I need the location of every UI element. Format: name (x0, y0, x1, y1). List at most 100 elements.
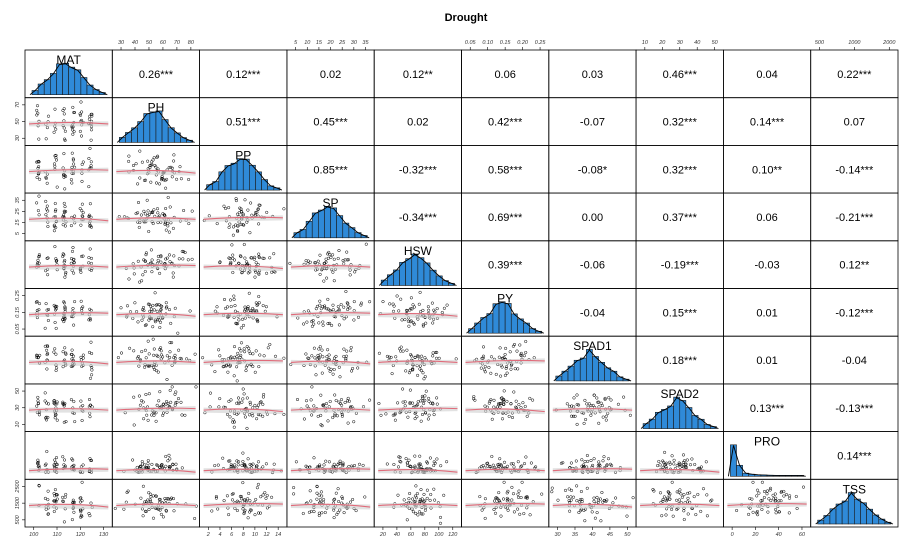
scatter-point (396, 493, 400, 497)
scatter-point (241, 481, 245, 485)
scatter-point (409, 307, 413, 311)
scatter-point (44, 269, 48, 273)
scatter-point (166, 497, 171, 501)
variable-name: SPAD2 (661, 387, 700, 401)
scatter-point (434, 350, 438, 355)
scatter-point (699, 509, 703, 513)
scatter-point (229, 260, 233, 264)
scatter-point (596, 400, 600, 404)
scatter-point (44, 416, 48, 420)
scatter-point (326, 348, 330, 352)
scatter-point (61, 499, 65, 503)
scatter-point (72, 510, 76, 514)
axis-tick-label: 5 (294, 40, 298, 46)
scatter-point (180, 249, 184, 253)
scatter-point (487, 401, 491, 405)
scatter-point (398, 455, 402, 459)
scatter-point (417, 302, 421, 306)
scatter-point (391, 309, 396, 313)
scatter-point (265, 271, 269, 275)
scatter-point (472, 395, 476, 399)
scatter-point (519, 354, 523, 358)
scatter-point (661, 497, 665, 502)
scatter-point (701, 487, 706, 491)
scatter-point (89, 138, 93, 142)
scatter-point (231, 256, 235, 260)
scatter-point (512, 390, 516, 394)
density-curve (640, 397, 719, 430)
scatter-point (699, 465, 703, 469)
scatter-point (345, 258, 349, 262)
variable-name: PH (148, 101, 165, 115)
scatter-point (505, 365, 509, 369)
histogram-bar (586, 349, 593, 382)
scatter-point (704, 460, 708, 464)
scatter-point (661, 460, 666, 464)
scatter-point (64, 351, 68, 355)
scatter-point (399, 349, 403, 353)
scatter-point (569, 495, 573, 499)
scatter-point (145, 413, 149, 417)
scatter-point (393, 413, 397, 417)
scatter-point (481, 354, 486, 358)
scatter-point (61, 223, 65, 227)
scatter-point (87, 261, 91, 265)
variable-name: PP (235, 148, 251, 162)
scatter-point (497, 402, 501, 407)
axis-tick-label: 100 (29, 532, 39, 538)
scatter-point (418, 364, 422, 368)
scatter-point (313, 356, 317, 360)
scatter-point (138, 464, 143, 468)
scatter-point (222, 499, 226, 503)
axis-tick-label: 0 (731, 532, 735, 538)
correlation-label: -0.08* (578, 164, 608, 176)
scatter-point (661, 465, 665, 469)
scatter-point (494, 372, 498, 376)
scatter-point (511, 462, 515, 466)
scatter-point (317, 493, 321, 497)
scatter-point (524, 350, 528, 355)
scatter-point (410, 307, 414, 311)
scatter-point (272, 462, 276, 466)
scatter-point (152, 353, 156, 357)
scatter-point (87, 350, 92, 354)
scatter-point (164, 206, 168, 211)
scatter-point (490, 417, 494, 421)
scatter-point (361, 405, 366, 409)
scatter-point (63, 307, 67, 311)
scatter-point (231, 225, 236, 229)
scatter-point (154, 494, 158, 498)
scatter-point (242, 512, 246, 516)
scatter-point (605, 464, 609, 468)
scatter-point (432, 487, 436, 491)
scatter-point (404, 457, 408, 461)
scatter-point (52, 401, 56, 405)
scatter-point (79, 134, 84, 138)
scatter-point (502, 480, 506, 484)
scatter-point (602, 499, 606, 503)
scatter-point (73, 165, 77, 169)
scatter-point (251, 352, 255, 356)
histogram-bar (474, 322, 482, 334)
scatter-point (37, 255, 41, 259)
scatter-point (314, 373, 318, 377)
scatter-point (481, 345, 486, 349)
scatter-point (282, 207, 286, 211)
scatter-point (318, 345, 322, 349)
scatter-point (78, 207, 82, 211)
scatter-point (46, 498, 50, 502)
scatter-point (143, 365, 147, 369)
scatter-point (161, 402, 165, 407)
panel-frame (199, 383, 288, 432)
scatter-point (756, 513, 760, 517)
scatter-point (239, 349, 243, 353)
scatter-point (522, 512, 526, 516)
scatter-point (155, 303, 159, 307)
scatter-point (662, 495, 666, 499)
scatter-point (571, 495, 576, 499)
scatter-point (486, 461, 490, 465)
scatter-point (81, 254, 85, 258)
scatter-point (524, 339, 528, 344)
scatter-point (357, 462, 362, 466)
scatter-point (563, 488, 568, 492)
